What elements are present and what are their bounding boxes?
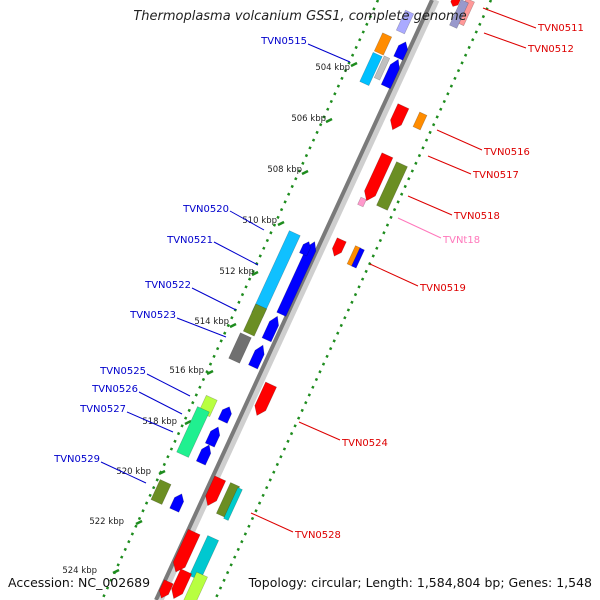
tick-label: 510 kbp [242,216,277,226]
forward-guide-dots [100,0,380,600]
reverse-gene-labels: TVN0511 TVN0512 TVN0516 TVN0517 TVN0518 … [250,7,584,541]
gene-tvnt18 [357,196,367,208]
gene-label-tvn0521: TVN0521 [166,235,213,246]
gene-blue-1 [393,41,408,61]
gene-tvn0527 [176,406,210,458]
tick-label: 506 kbp [291,114,326,124]
gene-label-tvn0525: TVN0525 [99,366,146,377]
gene-label-tvn0522: TVN0522 [144,280,191,291]
gene-tvn0518 [376,161,408,211]
tick-label: 520 kbp [116,467,151,477]
forward-gene-labels: TVN0515 TVN0520 TVN0521 TVN0522 TVN0523 … [53,36,351,484]
gene-tvn0523 [228,332,252,364]
tick-marks [112,61,358,575]
gene-tvn0517 [364,152,394,202]
gene-tvn0526 [217,406,232,424]
gene-features [150,0,475,600]
gene-label-tvn0527: TVN0527 [79,404,126,415]
gene-bottom-red3 [159,579,174,599]
gene-label-tvn0516: TVN0516 [483,147,530,158]
gene-bottom-lime [182,571,208,600]
accession-text: Accession: NC_002689 [8,575,151,590]
map-title: Thermoplasma volcanium GSS1, complete ge… [133,9,467,24]
gene-tvn0513 [395,9,415,35]
gene-tvn0519 [351,247,365,269]
gene-tvn0521b [276,241,317,317]
gene-red-top [450,0,462,7]
gene-tvn0521 [251,230,301,318]
gene-tvn0527b [204,426,221,448]
gene-label-tvn0515: TVN0515 [260,36,307,47]
gene-bottom-red1 [172,528,201,573]
gene-orange-1 [373,32,393,56]
gene-tvn0529b [169,493,184,513]
gene-blue-2 [380,58,400,90]
reverse-guide-dots [213,0,493,600]
gene-tvn0516 [412,111,428,131]
tick-labels: 504 kbp 506 kbp 508 kbp 510 kbp 512 kbp … [62,63,350,576]
gene-label-tvn0520: TVN0520 [182,204,229,215]
gene-label-tvn0524: TVN0524 [341,438,388,449]
gene-tvn0516a [390,103,410,131]
gene-tvn0522 [242,303,268,337]
tick-label: 514 kbp [194,317,229,327]
gene-label-tvn0529: TVN0529 [53,454,100,465]
gene-tvn0529 [150,479,172,505]
gene-tvn0528a [205,475,227,507]
gene-tvn0524 [254,381,277,416]
gene-tvn0523b [248,344,265,370]
gene-tvn0519a [332,237,347,257]
gene-label-tvn0518: TVN0518 [453,211,500,222]
gene-label-tvn0512: TVN0512 [527,44,574,55]
gene-grey-small [373,55,391,81]
gene-label-tvnt18: TVNt18 [442,235,480,246]
tick-label: 516 kbp [169,366,204,376]
tick-label: 512 kbp [219,267,254,277]
gene-label-tvn0511: TVN0511 [537,23,584,34]
gene-label-tvn0523: TVN0523 [129,310,176,321]
tick-label: 522 kbp [89,517,124,527]
gene-tvn0522b [261,315,279,343]
tick-label: 508 kbp [267,165,302,175]
tick-label: 504 kbp [315,63,350,73]
genome-backbone [154,0,434,600]
gene-tvn0515 [359,51,383,87]
topology-text: Topology: circular; Length: 1,584,804 bp… [248,575,592,590]
gene-bottom-red2 [171,568,193,600]
gene-label-tvn0519: TVN0519 [419,283,466,294]
gene-label-tvn0526: TVN0526 [91,384,138,395]
gene-tvn0520 [299,241,311,257]
gene-tvn0527c [195,444,212,466]
gene-label-tvn0517: TVN0517 [472,170,519,181]
tick-label: 518 kbp [142,417,177,427]
gene-tvn0512 [449,0,469,29]
gene-tvn0528 [223,487,243,521]
gene-label-tvn0528: TVN0528 [294,530,341,541]
genome-backbone-shadow [156,0,440,600]
tick-label: 524 kbp [62,566,97,576]
